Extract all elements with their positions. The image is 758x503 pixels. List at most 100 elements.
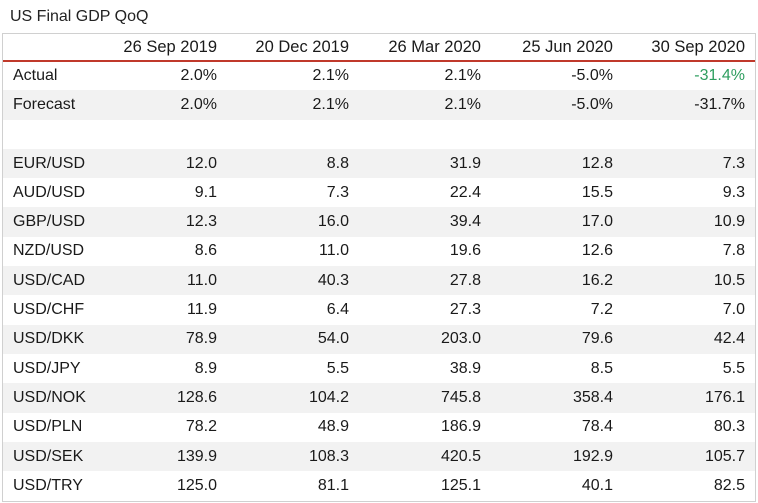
table-cell-value: 7.3 <box>326 183 349 201</box>
table-cell-value: 8.9 <box>194 359 217 377</box>
table-row: EUR/USD 12.0 8.8 31.9 12.8 7.3 <box>3 148 755 179</box>
table-cell-value <box>359 120 491 149</box>
table-cell-value: 2.1% <box>312 67 349 85</box>
table-cell-value: 7.0 <box>722 301 745 319</box>
data-table-frame: 26 Sep 2019 20 Dec 2019 26 Mar 2020 25 J… <box>2 33 756 502</box>
table-cell-value: 105.7 <box>623 441 755 472</box>
table-cell-value: 79.6 <box>491 324 623 354</box>
table-row: USD/DKK 78.9 54.0 203.0 79.6 42.4 <box>3 324 755 354</box>
header-row: 26 Sep 2019 20 Dec 2019 26 Mar 2020 25 J… <box>3 34 755 62</box>
table-cell-value: 7.2 <box>590 301 613 319</box>
table-row: USD/TRY 125.0 81.1 125.1 40.1 82.5 <box>3 471 755 500</box>
table-row <box>3 120 755 149</box>
row-label <box>3 120 95 149</box>
table-cell-value: 745.8 <box>359 383 491 413</box>
table-cell-value: -5.0% <box>491 90 623 120</box>
table-row: USD/SEK 139.9 108.3 420.5 192.9 105.7 <box>3 441 755 472</box>
row-label: EUR/USD <box>3 148 95 179</box>
table-cell-value: 2.1% <box>444 67 481 85</box>
table-cell-value: 8.6 <box>194 242 217 260</box>
table-cell-value: 42.4 <box>623 324 755 354</box>
row-label: USD/JPY <box>13 359 81 377</box>
table-cell-value: 128.6 <box>95 383 227 413</box>
row-label: USD/PLN <box>13 418 83 436</box>
table-cell-value: 17.0 <box>491 207 623 237</box>
table-cell-value: 78.4 <box>581 418 613 436</box>
row-label: GBP/USD <box>3 207 95 237</box>
table-row: Actual 2.0% 2.1% 2.1% -5.0% -31.4% <box>3 61 755 90</box>
table-cell-value: 11.0 <box>319 242 349 260</box>
table-cell-value: 40.1 <box>581 476 613 494</box>
row-label: USD/CHF <box>13 301 85 319</box>
table-cell-value: 203.0 <box>359 324 491 354</box>
table-cell-value: 31.9 <box>359 148 491 179</box>
table-cell-value <box>227 120 359 149</box>
table-cell-value: 48.9 <box>317 418 349 436</box>
table-row: USD/CAD 11.0 40.3 27.8 16.2 10.5 <box>3 266 755 296</box>
header-cell-date: 25 Jun 2020 <box>491 34 623 62</box>
table-cell-value: 2.1% <box>359 90 491 120</box>
row-label: USD/CAD <box>3 266 95 296</box>
row-label: USD/DKK <box>3 324 95 354</box>
table-cell-value: 11.0 <box>95 266 227 296</box>
table-row: NZD/USD 8.6 11.0 19.6 12.6 7.8 <box>3 237 755 266</box>
table-cell-value: 15.5 <box>581 183 613 201</box>
table-cell-value: 125.1 <box>440 476 481 494</box>
table-cell-value: 11.9 <box>187 301 217 319</box>
table-cell-value: 7.8 <box>722 242 745 260</box>
table-cell-value: 81.1 <box>317 476 349 494</box>
table-cell-value: -31.7% <box>623 90 755 120</box>
table-cell-value: 2.1% <box>227 90 359 120</box>
table-row: GBP/USD 12.3 16.0 39.4 17.0 10.9 <box>3 207 755 237</box>
table-cell-value: 39.4 <box>359 207 491 237</box>
table-cell-value: 2.0% <box>180 67 217 85</box>
header-cell-date: 30 Sep 2020 <box>623 34 755 62</box>
table-cell-value: 10.5 <box>623 266 755 296</box>
row-label: Actual <box>13 67 58 85</box>
row-label: AUD/USD <box>13 183 86 201</box>
table-cell-value: 40.3 <box>227 266 359 296</box>
table-cell-value: 104.2 <box>227 383 359 413</box>
table-cell-value: 54.0 <box>227 324 359 354</box>
row-label: NZD/USD <box>13 242 85 260</box>
table-cell-value <box>491 120 623 149</box>
table-cell-value: -5.0% <box>571 67 613 85</box>
row-label: USD/SEK <box>3 441 95 472</box>
table-cell-value: 7.3 <box>623 148 755 179</box>
table-cell-value <box>623 120 755 149</box>
table-cell-value: 16.0 <box>227 207 359 237</box>
table-row: AUD/USD 9.1 7.3 22.4 15.5 9.3 <box>3 178 755 207</box>
gdp-fx-table: 26 Sep 2019 20 Dec 2019 26 Mar 2020 25 J… <box>3 34 755 500</box>
row-label: Forecast <box>3 90 95 120</box>
table-cell-value: 5.5 <box>326 359 349 377</box>
table-cell-value: 12.0 <box>95 148 227 179</box>
table-row: USD/CHF 11.9 6.4 27.3 7.2 7.0 <box>3 295 755 324</box>
table-cell-value: 186.9 <box>440 418 481 436</box>
table-cell-value: 8.8 <box>227 148 359 179</box>
table-cell-value: 82.5 <box>713 476 745 494</box>
header-cell-date: 20 Dec 2019 <box>227 34 359 62</box>
table-title: US Final GDP QoQ <box>10 8 149 25</box>
row-label: USD/TRY <box>13 476 83 494</box>
table-cell-value: 16.2 <box>491 266 623 296</box>
table-row: Forecast 2.0% 2.1% 2.1% -5.0% -31.7% <box>3 90 755 120</box>
table-row: USD/PLN 78.2 48.9 186.9 78.4 80.3 <box>3 413 755 442</box>
table-cell-value: 80.3 <box>713 418 745 436</box>
table-cell-value: 12.6 <box>581 242 613 260</box>
table-cell-value: 22.4 <box>449 183 481 201</box>
table-cell-value: 139.9 <box>95 441 227 472</box>
table-cell-value: 12.8 <box>491 148 623 179</box>
table-cell-value: 192.9 <box>491 441 623 472</box>
table-cell-value: 420.5 <box>359 441 491 472</box>
table-cell-value: 6.4 <box>326 301 349 319</box>
table-cell-value: 5.5 <box>722 359 745 377</box>
table-row: USD/NOK 128.6 104.2 745.8 358.4 176.1 <box>3 383 755 413</box>
table-cell-value: 125.0 <box>176 476 217 494</box>
table-cell-value: 27.8 <box>359 266 491 296</box>
table-cell-value: 8.5 <box>590 359 613 377</box>
table-cell-value: 108.3 <box>227 441 359 472</box>
row-label: USD/NOK <box>3 383 95 413</box>
table-row: USD/JPY 8.9 5.5 38.9 8.5 5.5 <box>3 354 755 383</box>
table-body: Actual 2.0% 2.1% 2.1% -5.0% -31.4% Forecast 2.0… <box>3 61 755 500</box>
header-cell-date: 26 Mar 2020 <box>359 34 491 62</box>
